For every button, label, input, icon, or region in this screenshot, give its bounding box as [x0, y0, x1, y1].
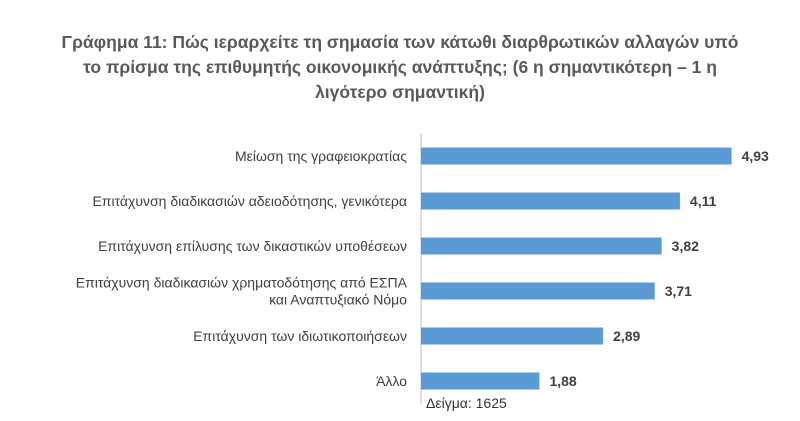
bars-group [421, 147, 732, 390]
sample-size-note: Δείγμα: 1625 [426, 395, 507, 411]
bar-0 [421, 147, 732, 165]
category-label-2: Επιτάχυνση επίλυσης των δικαστικών υποθέ… [98, 238, 407, 254]
bar-1 [421, 192, 680, 210]
bar-2 [421, 237, 662, 255]
category-label-5: Άλλο [376, 373, 407, 389]
bar-4 [421, 327, 604, 345]
value-label-5: 1,88 [549, 373, 576, 389]
category-label-1: Επιτάχυνση διαδικασιών αδειοδότησης, γεν… [92, 193, 407, 209]
value-label-1: 4,11 [690, 193, 717, 209]
value-label-3: 3,71 [665, 283, 692, 299]
bar-3 [421, 282, 655, 300]
value-labels-group: 4,93 4,11 3,82 3,71 2,89 1,88 [549, 148, 769, 389]
value-label-0: 4,93 [742, 148, 769, 164]
chart-title: Γράφημα 11: Πώς ιεραρχείτε τη σημασία τω… [61, 32, 739, 102]
value-label-2: 3,82 [672, 238, 699, 254]
category-label-3-line-0: Επιτάχυνση διαδικασιών χρηματοδότησης απ… [76, 275, 408, 291]
category-label-4: Επιτάχυνση των ιδιωτικοποιήσεων [193, 328, 407, 344]
category-label-0: Μείωση της γραφειοκρατίας [235, 148, 407, 164]
bar-5 [421, 372, 540, 390]
category-label-3-line-1: και Αναπτυξιακό Νόμο [269, 292, 407, 308]
value-label-4: 2,89 [613, 328, 640, 344]
category-labels-group: Μείωση της γραφειοκρατίας Επιτάχυνση διαδ… [76, 148, 408, 389]
